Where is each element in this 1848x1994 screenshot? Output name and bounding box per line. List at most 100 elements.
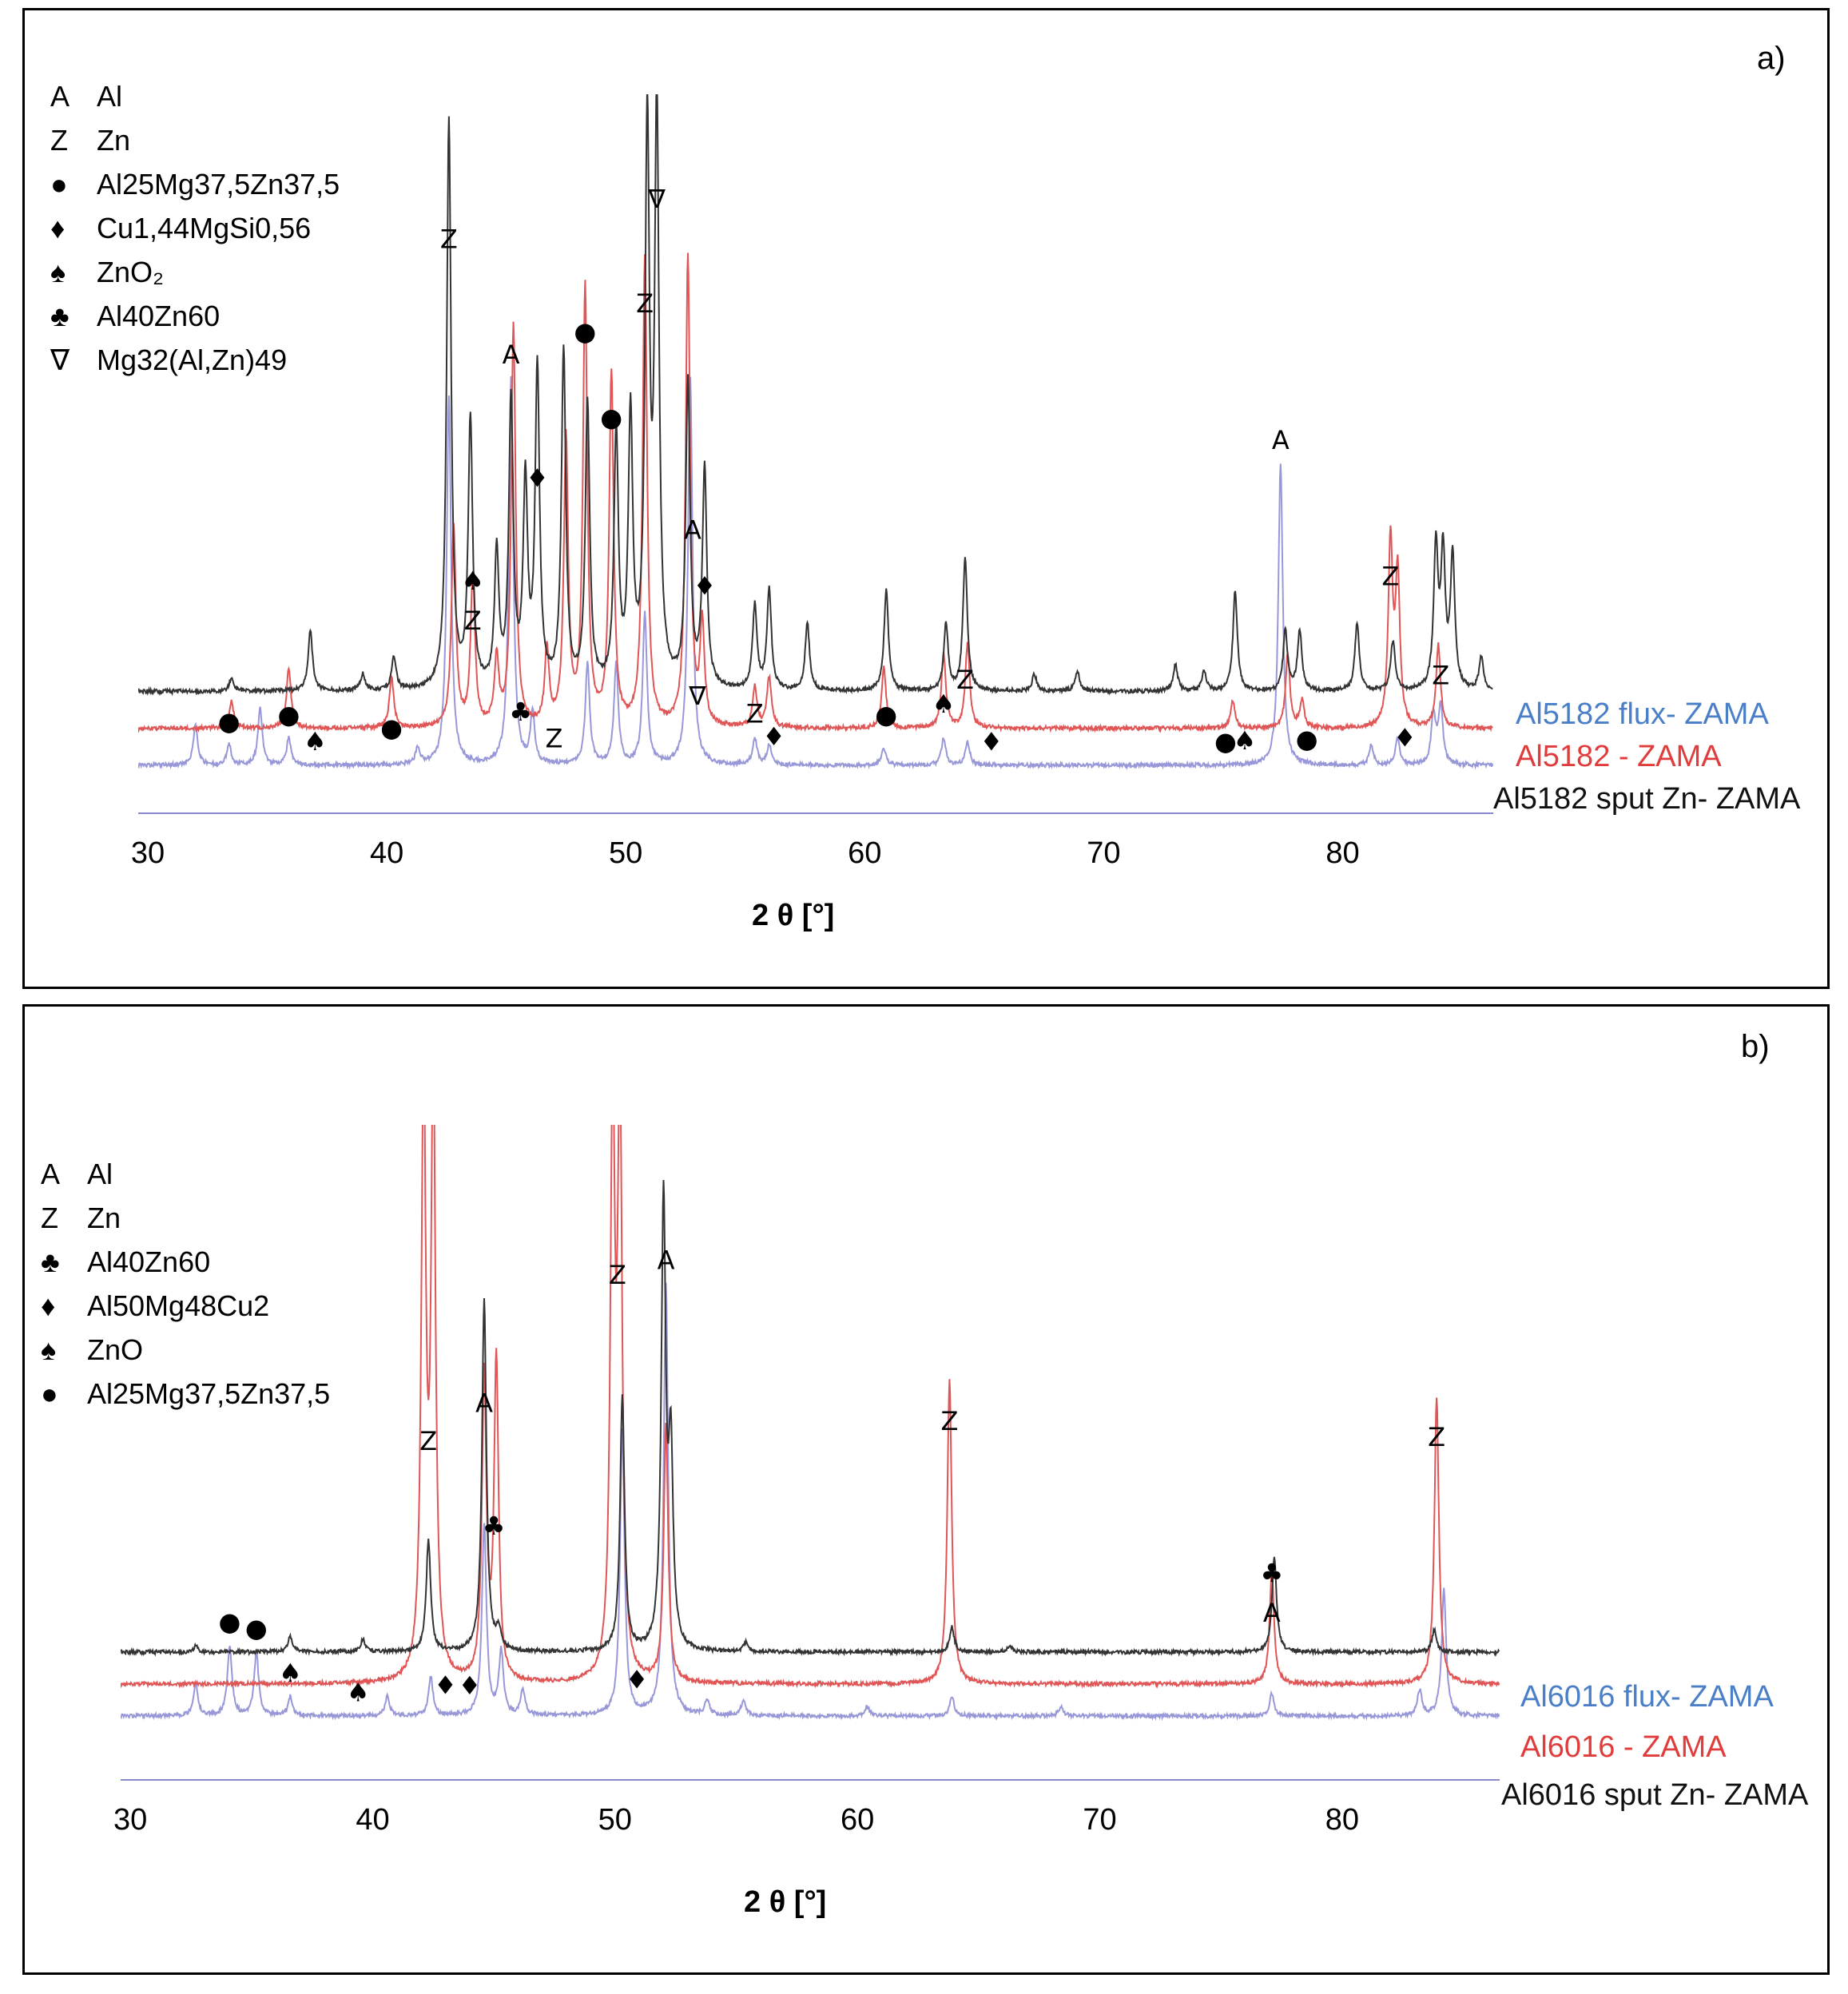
panel-label-b: b)	[1741, 1029, 1770, 1064]
x-tick-label: 40	[370, 836, 403, 870]
legend-label: Al50Mg48Cu2	[87, 1289, 270, 1322]
peak-annotation: ♦	[526, 463, 549, 494]
x-tick-label: 60	[841, 1803, 874, 1837]
legend-item: A Al	[50, 74, 340, 118]
peak-annotation: A	[475, 1388, 493, 1418]
legend-item: ♠ ZnO₂	[50, 250, 340, 294]
legend-item: A Al	[41, 1152, 330, 1196]
xrd-plot-b: 30 40 50 60 70 80Z♦A♣Z A♦♦ZA♣Z● ●♠♠	[113, 1125, 1500, 1837]
legend-label: Al	[87, 1158, 113, 1190]
peak-annotation: ♦	[434, 1670, 457, 1700]
peak-annotation: ♦	[626, 1665, 649, 1695]
legend-symbol: A	[50, 80, 70, 113]
legend-item: ♣ Al40Zn60	[41, 1240, 330, 1284]
legend-symbol: ♣	[41, 1245, 60, 1278]
legend-label: Al40Zn60	[97, 300, 221, 332]
peak-annotation: ●	[245, 1613, 268, 1643]
chart-panel-b: 30 40 50 60 70 80 Z ♦ A ♣ Z A ♦ ♦ Z A ♣ Z ● ● ♠ ♠ b) A Al Z Zn …	[22, 1004, 1830, 1975]
peak-annotation: ♠	[304, 726, 327, 757]
x-tick-label: 60	[848, 836, 881, 870]
peak-annotation: Z	[419, 1426, 437, 1456]
peak-annotation: ●	[574, 316, 596, 347]
legend-symbol: ●	[50, 168, 68, 201]
legend-item: ♠ ZnO	[41, 1328, 330, 1372]
peak-annotation: ●	[380, 713, 403, 743]
x-tick-label: 30	[113, 1803, 147, 1837]
peak-annotation: A	[503, 340, 520, 370]
legend-label: Mg32(Al,Zn)49	[97, 344, 288, 376]
peak-annotation: ∇	[647, 184, 666, 214]
legend-label: Al	[97, 80, 123, 113]
legend-symbol: ♠	[50, 256, 66, 288]
legend-symbol: A	[41, 1158, 61, 1190]
legend-symbol: Z	[50, 124, 68, 157]
series-label-zama: Al5182 - ZAMA	[1516, 740, 1722, 773]
series-label-zama: Al6016 - ZAMA	[1520, 1730, 1727, 1764]
legend-item: Z Zn	[41, 1196, 330, 1240]
peak-annotation: ♦	[980, 726, 1003, 757]
peak-annotation: ●	[875, 699, 897, 729]
legend-symbol: Z	[41, 1202, 58, 1234]
legend-symbol: ♦	[41, 1289, 56, 1322]
peak-annotation: A	[1272, 425, 1290, 455]
peak-annotation: ♦	[1393, 723, 1417, 753]
peak-annotation: ♣	[1261, 1558, 1284, 1588]
peak-annotation: ♦	[458, 1670, 481, 1701]
peak-annotation: A	[658, 1245, 675, 1275]
series-line-3	[138, 94, 1493, 697]
legend-symbol: ♦	[50, 212, 66, 244]
x-axis-title-a: 2 θ [°]	[752, 899, 835, 932]
legend-label: Zn	[97, 124, 131, 157]
peak-annotation: ●	[218, 706, 240, 737]
x-axis-title-b: 2 θ [°]	[744, 1885, 827, 1919]
x-tick-label: 70	[1083, 1803, 1116, 1837]
series-label-flux: Al6016 flux- ZAMA	[1520, 1680, 1774, 1714]
peak-annotation: A	[684, 514, 701, 545]
legend-item: ● Al25Mg37,5Zn37,5	[50, 162, 340, 206]
legend-item: ● Al25Mg37,5Zn37,5	[41, 1372, 330, 1416]
legend-label: ZnO₂	[97, 256, 164, 288]
series-line-3	[121, 1180, 1500, 1658]
peak-annotation: Z	[636, 288, 654, 319]
series-label-flux: Al5182 flux- ZAMA	[1516, 697, 1769, 731]
peak-annotation: Z	[609, 1260, 626, 1290]
legend-symbol: ●	[41, 1377, 58, 1410]
x-tick-label: 50	[598, 1803, 632, 1837]
peak-annotation: Z	[1428, 1422, 1445, 1452]
peak-annotation: ♠	[1234, 725, 1257, 756]
peak-annotation: ♠	[932, 689, 956, 719]
legend-item: ♣ Al40Zn60	[50, 294, 340, 338]
peak-annotation: ●	[1296, 724, 1318, 754]
peak-annotation: Z	[956, 665, 974, 695]
x-tick-label: 40	[356, 1803, 389, 1837]
peak-annotation: ♠	[461, 566, 484, 596]
legend-label: Cu1,44MgSi0,56	[97, 212, 312, 244]
panel-label-a: a)	[1757, 41, 1786, 76]
legend-symbol: ∇	[50, 344, 70, 376]
x-tick-label: 70	[1087, 836, 1120, 870]
x-tick-label: 80	[1325, 836, 1359, 870]
series-line-2	[138, 252, 1493, 733]
legend-symbol: ♣	[50, 300, 70, 332]
peak-annotation: ●	[600, 402, 622, 432]
peak-annotation: ♦	[693, 571, 717, 602]
peak-annotation: Z	[464, 606, 482, 636]
chart-panel-a: 30 40 50 60 70 80 Z A ● Z ∇ A ● ♦ Z ♠ ♣ Z ∇ ♦ A Z Z ♦ Z ♠ ● Z ♦ ♦ ● ● ♠ ●…	[22, 8, 1830, 989]
series-label-sput: Al6016 sput Zn- ZAMA	[1501, 1778, 1809, 1812]
peak-annotation: A	[1263, 1598, 1281, 1628]
peak-annotation: ♣	[509, 697, 532, 727]
series-line-1	[121, 1282, 1500, 1722]
legend-item: ♦ Cu1,44MgSi0,56	[50, 206, 340, 250]
peak-annotation: Z	[1381, 561, 1399, 591]
peak-annotation: Z	[1432, 661, 1449, 691]
peak-annotation: Z	[440, 224, 458, 255]
legend-a: A Al Z Zn ● Al25Mg37,5Zn37,5 ♦ Cu1,44MgSi0,5…	[50, 74, 340, 382]
x-tick-label: 30	[131, 836, 165, 870]
peak-annotation: ♣	[483, 1511, 506, 1541]
series-line-2	[121, 1125, 1500, 1689]
legend-symbol: ♠	[41, 1333, 57, 1366]
legend-label: ZnO	[87, 1333, 144, 1366]
peak-annotation: ♦	[762, 721, 785, 752]
peak-annotation: ∇	[688, 681, 706, 711]
peak-annotation: Z	[746, 698, 764, 729]
